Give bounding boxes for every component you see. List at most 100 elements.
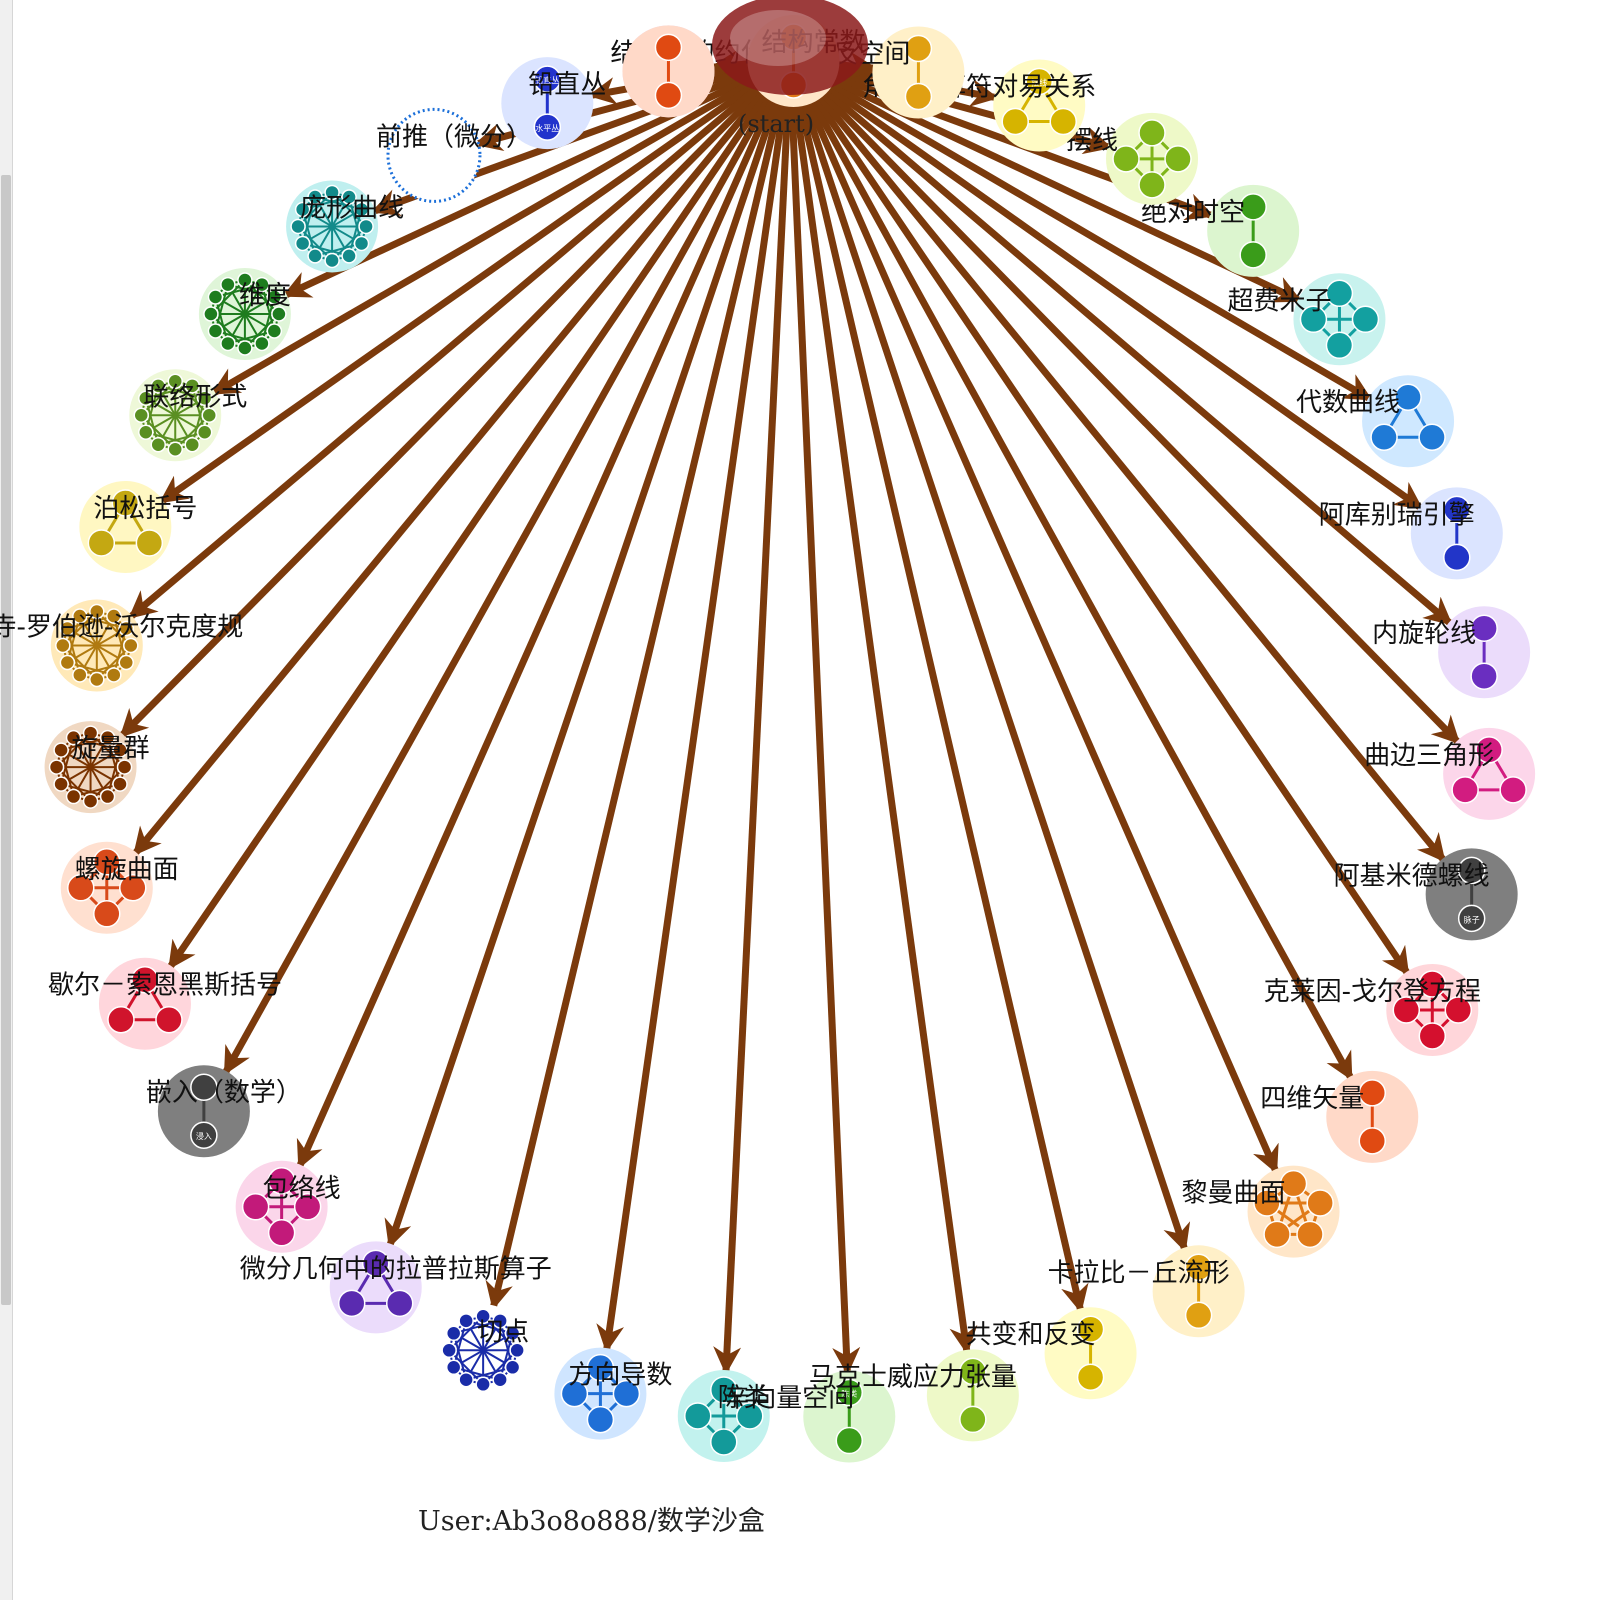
subgraph-node[interactable] <box>586 1353 615 1382</box>
subgraph-node[interactable] <box>324 252 340 269</box>
graph-node-14[interactable]: 切点 <box>437 1304 529 1397</box>
subgraph-node[interactable] <box>504 1325 521 1342</box>
subgraph-node[interactable] <box>220 335 236 352</box>
subgraph-node[interactable] <box>167 441 183 458</box>
subgraph-node[interactable] <box>65 788 82 805</box>
subgraph-node[interactable] <box>82 793 99 809</box>
subgraph-node[interactable] <box>1358 1079 1387 1107</box>
subgraph-node[interactable] <box>1306 1189 1334 1217</box>
subgraph-node[interactable] <box>1418 423 1446 451</box>
subgraph-node[interactable] <box>1475 736 1503 764</box>
subgraph-node[interactable] <box>533 113 562 141</box>
graph-node-9[interactable]: 螺旋曲面 <box>60 841 179 934</box>
subgraph-node[interactable] <box>220 276 236 293</box>
subgraph-node[interactable] <box>1049 107 1077 136</box>
subgraph-node[interactable] <box>237 272 253 288</box>
subgraph-node[interactable] <box>492 1371 508 1388</box>
graph-node-3[interactable]: 庞形曲线 <box>286 180 404 273</box>
subgraph-node[interactable] <box>1164 145 1192 173</box>
subgraph-node[interactable] <box>710 1428 738 1456</box>
subgraph-node[interactable] <box>1299 305 1328 334</box>
subgraph-node[interactable] <box>612 1379 641 1408</box>
subgraph-node[interactable] <box>254 335 270 352</box>
subgraph-node[interactable] <box>1443 543 1471 572</box>
subgraph-node[interactable] <box>1370 423 1398 451</box>
graph-node-26[interactable]: 内旋轮线 <box>1372 606 1531 699</box>
subgraph-node[interactable] <box>504 1359 521 1376</box>
subgraph-node[interactable] <box>135 529 164 557</box>
subgraph-node[interactable] <box>207 289 224 305</box>
subgraph-node[interactable] <box>99 729 116 746</box>
subgraph-node[interactable] <box>111 489 140 517</box>
subgraph-node[interactable] <box>266 323 283 339</box>
subgraph-node[interactable] <box>385 1289 414 1318</box>
graph-node-4[interactable]: 维度 <box>198 268 291 361</box>
subgraph-node[interactable] <box>93 900 121 928</box>
subgraph-node[interactable] <box>361 1249 390 1278</box>
graph-node-18[interactable]: 马克士威应力张量 <box>809 1349 1019 1442</box>
subgraph-node[interactable] <box>167 373 183 390</box>
subgraph-node[interactable] <box>133 407 149 424</box>
subgraph-node[interactable] <box>1457 904 1486 933</box>
subgraph-node[interactable] <box>445 1325 462 1342</box>
subgraph-node[interactable] <box>1392 996 1421 1024</box>
subgraph-node[interactable] <box>1470 662 1498 690</box>
subgraph-node[interactable] <box>290 218 306 235</box>
subgraph-node[interactable] <box>509 1342 525 1359</box>
scrollbar-thumb[interactable] <box>1 175 11 1305</box>
subgraph-node[interactable] <box>492 1313 508 1329</box>
graph-node-31[interactable]: 摆线 <box>1066 112 1199 205</box>
subgraph-node[interactable] <box>1418 970 1447 998</box>
subgraph-node[interactable] <box>118 620 135 637</box>
subgraph-node[interactable] <box>201 407 217 424</box>
subgraph-node[interactable] <box>82 725 99 741</box>
subgraph-node[interactable] <box>106 608 122 624</box>
graph-node-15[interactable]: 方向导数 <box>554 1347 672 1440</box>
subgraph-node[interactable] <box>835 1378 864 1407</box>
subgraph-node[interactable] <box>1443 495 1471 524</box>
subgraph-node[interactable] <box>560 1379 589 1408</box>
subgraph-node[interactable] <box>458 1313 474 1329</box>
graph-node-30[interactable]: 绝对时空 <box>1141 184 1300 277</box>
graph-node-22[interactable]: 四维矢量 <box>1260 1070 1419 1163</box>
graph-node-11[interactable]: 浸入 嵌入（数学） <box>146 1065 302 1158</box>
subgraph-node[interactable] <box>654 33 683 62</box>
graph-node-21[interactable]: 黎曼曲面 <box>1182 1165 1340 1258</box>
subgraph-node[interactable] <box>475 1308 491 1325</box>
subgraph-node[interactable] <box>106 667 122 683</box>
subgraph-node[interactable] <box>155 1005 183 1034</box>
subgraph-node[interactable] <box>67 874 95 902</box>
subgraph-node[interactable] <box>184 436 200 453</box>
page-footer-user[interactable]: User:Ab3o8o888/数学沙盒 <box>418 1506 765 1537</box>
subgraph-node[interactable] <box>267 1167 296 1195</box>
subgraph-node[interactable] <box>1138 119 1166 147</box>
subgraph-node[interactable] <box>959 1357 987 1386</box>
subgraph-node[interactable] <box>266 289 283 305</box>
subgraph-node[interactable] <box>307 248 323 264</box>
graph-node-35[interactable] <box>622 25 715 118</box>
subgraph-node[interactable] <box>445 1359 462 1376</box>
graph-node-6[interactable]: 泊松括号 <box>79 480 197 573</box>
subgraph-node[interactable] <box>294 201 311 218</box>
subgraph-node[interactable] <box>87 529 116 557</box>
subgraph-node[interactable] <box>1325 331 1354 360</box>
subgraph-node[interactable] <box>475 1376 491 1393</box>
graph-node-28[interactable]: 代数曲线 <box>1296 375 1455 468</box>
subgraph-node[interactable] <box>1418 1022 1447 1050</box>
node-bubble[interactable] <box>386 107 482 203</box>
subgraph-node[interactable] <box>353 201 370 218</box>
subgraph-node[interactable] <box>1263 1220 1291 1249</box>
subgraph-node[interactable] <box>736 1402 764 1430</box>
subgraph-node[interactable] <box>1444 996 1473 1024</box>
subgraph-node[interactable] <box>112 742 128 758</box>
subgraph-node[interactable] <box>241 1193 270 1221</box>
start-hub-blob[interactable] <box>712 0 868 95</box>
subgraph-node[interactable] <box>1076 1315 1105 1343</box>
subgraph-node[interactable] <box>353 235 370 252</box>
graph-node-29[interactable]: 超费米子 <box>1227 273 1386 366</box>
subgraph-node[interactable] <box>65 729 82 746</box>
graph-node-13[interactable]: 微分几何中的拉普拉斯算子 <box>240 1241 552 1334</box>
subgraph-node[interactable] <box>53 742 69 758</box>
subgraph-node[interactable] <box>307 189 323 205</box>
